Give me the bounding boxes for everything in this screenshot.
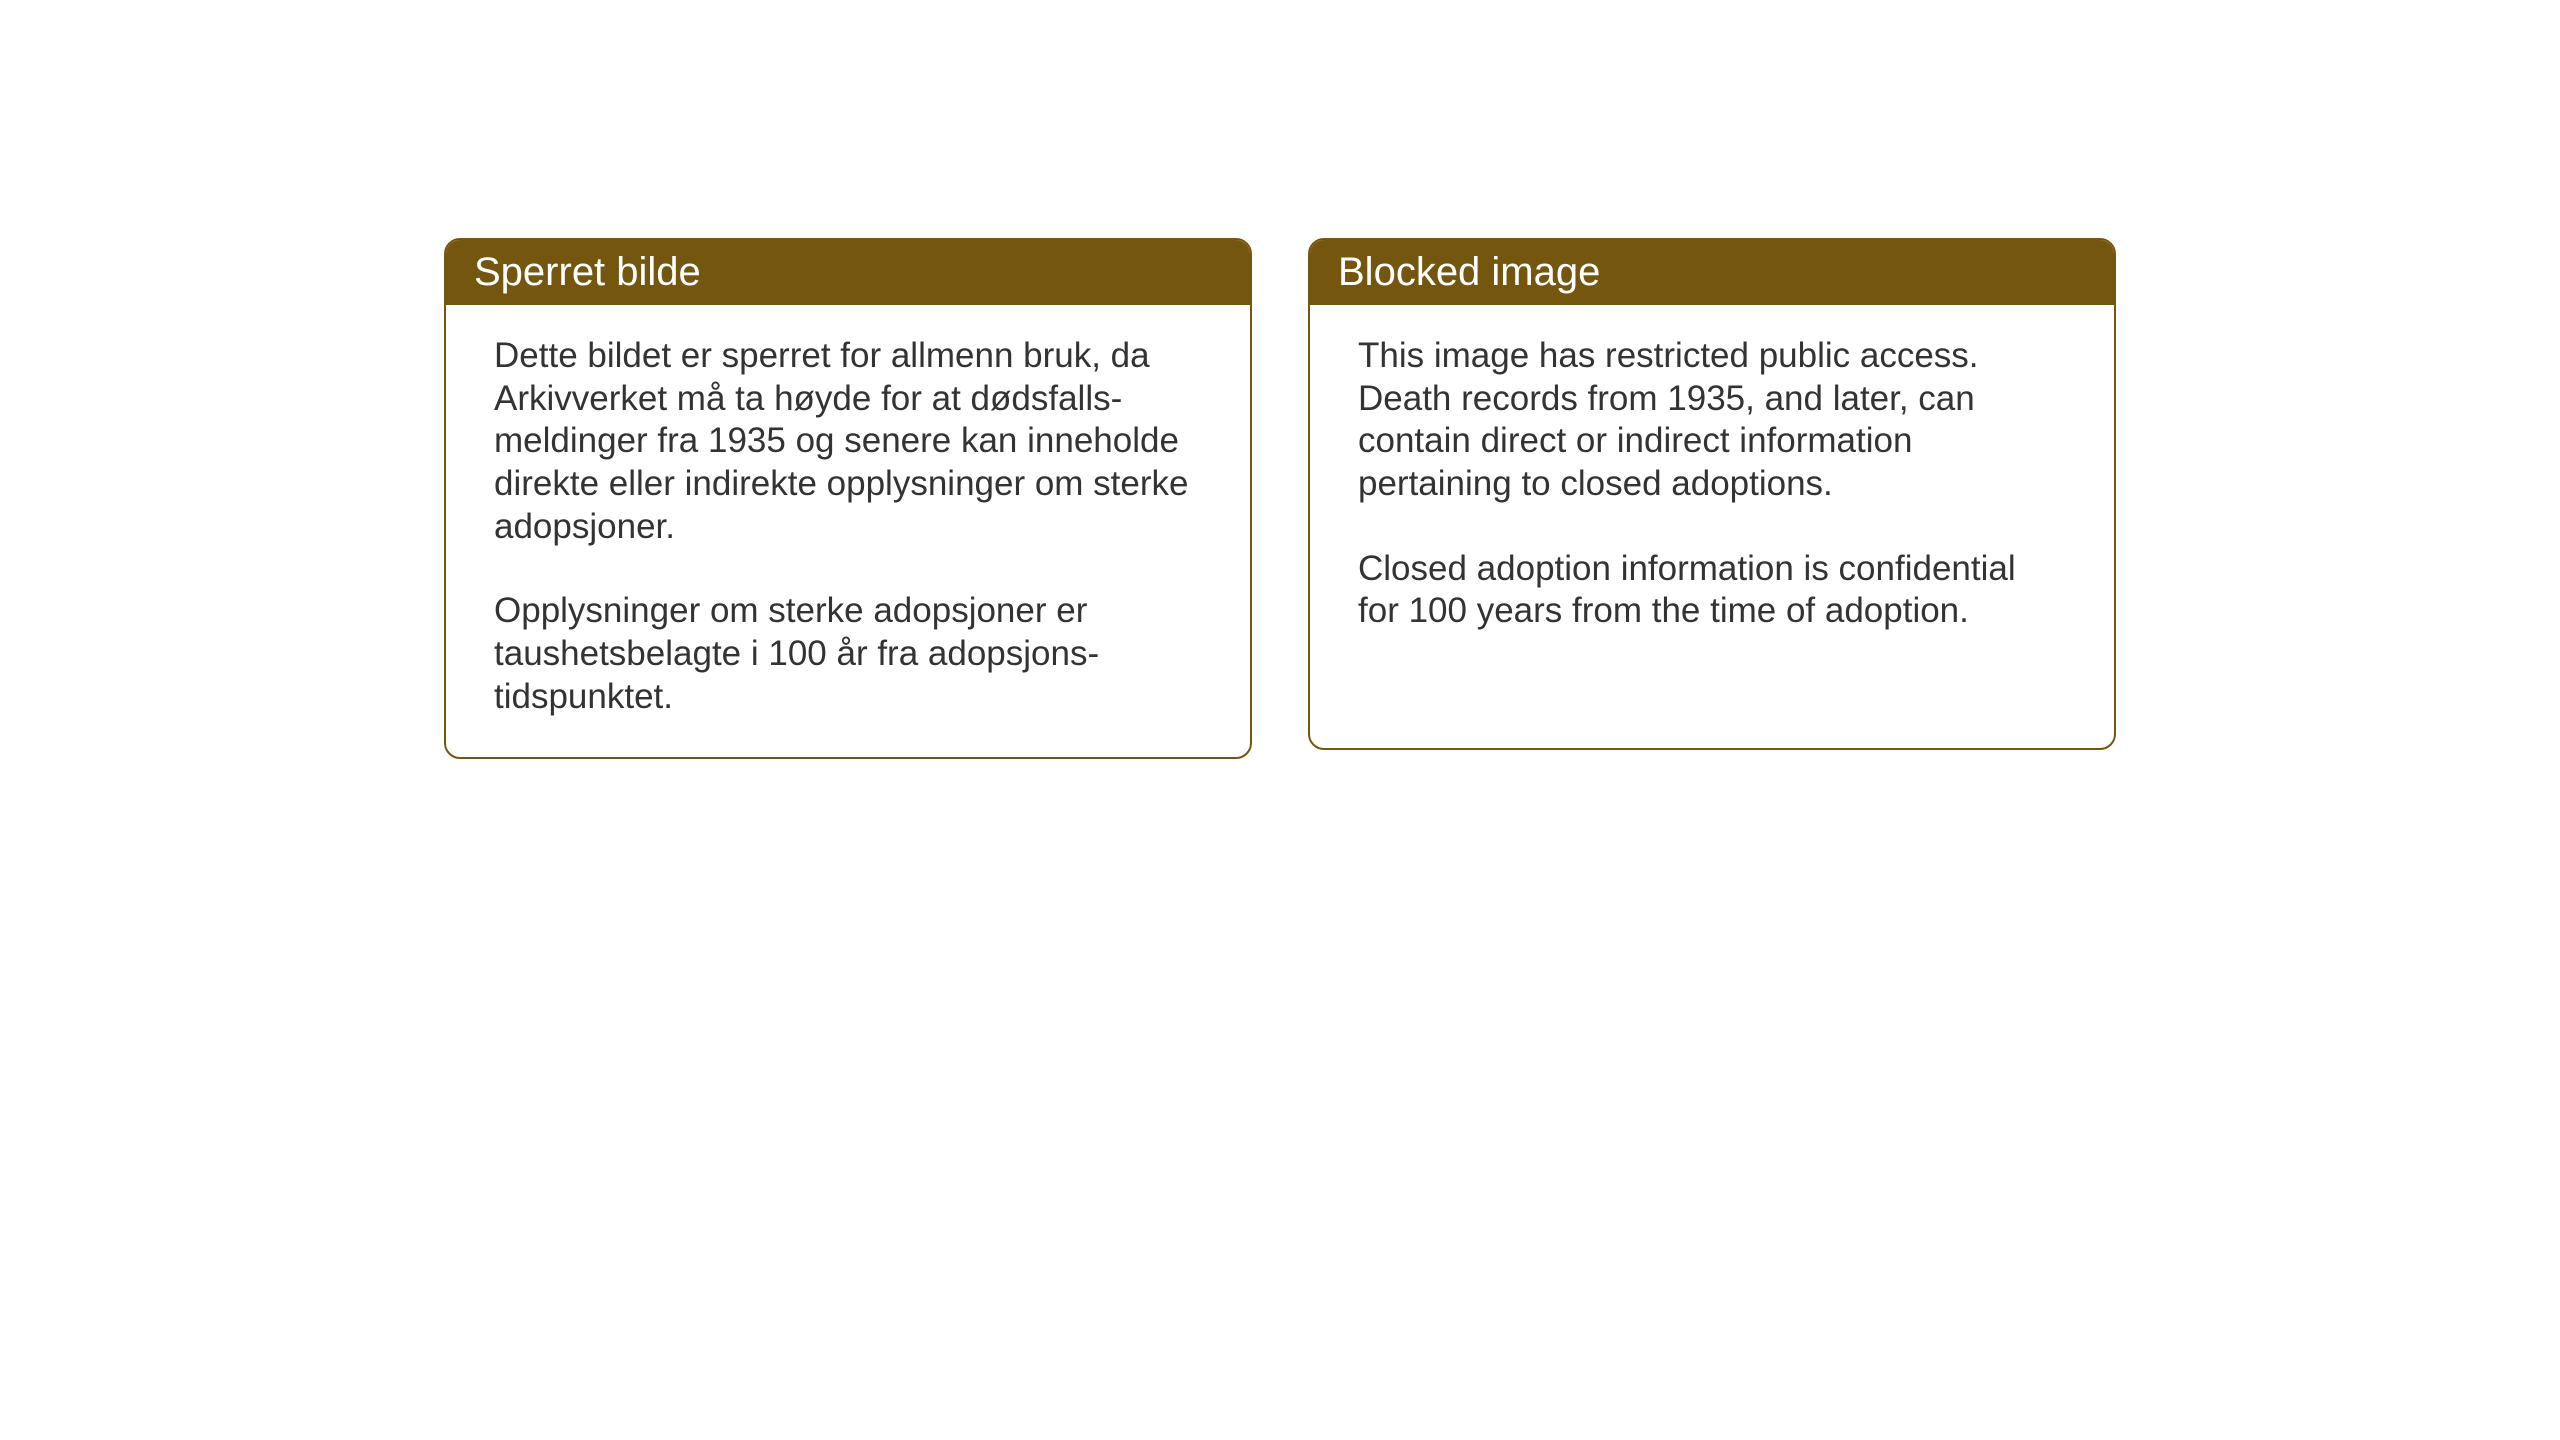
card-paragraph-2: Opplysninger om sterke adopsjoner er tau… [494,590,1202,718]
card-body-english: This image has restricted public access.… [1310,305,2114,671]
card-title: Blocked image [1338,250,1600,294]
card-body-norwegian: Dette bildet er sperret for allmenn bruk… [446,305,1250,757]
card-title: Sperret bilde [474,250,701,294]
card-paragraph-2: Closed adoption information is confident… [1358,548,2066,633]
notice-container: Sperret bilde Dette bildet er sperret fo… [444,238,2116,759]
notice-card-english: Blocked image This image has restricted … [1308,238,2116,750]
card-paragraph-1: Dette bildet er sperret for allmenn bruk… [494,335,1202,548]
notice-card-norwegian: Sperret bilde Dette bildet er sperret fo… [444,238,1252,759]
card-paragraph-1: This image has restricted public access.… [1358,335,2066,506]
card-header-norwegian: Sperret bilde [446,240,1250,305]
card-header-english: Blocked image [1310,240,2114,305]
